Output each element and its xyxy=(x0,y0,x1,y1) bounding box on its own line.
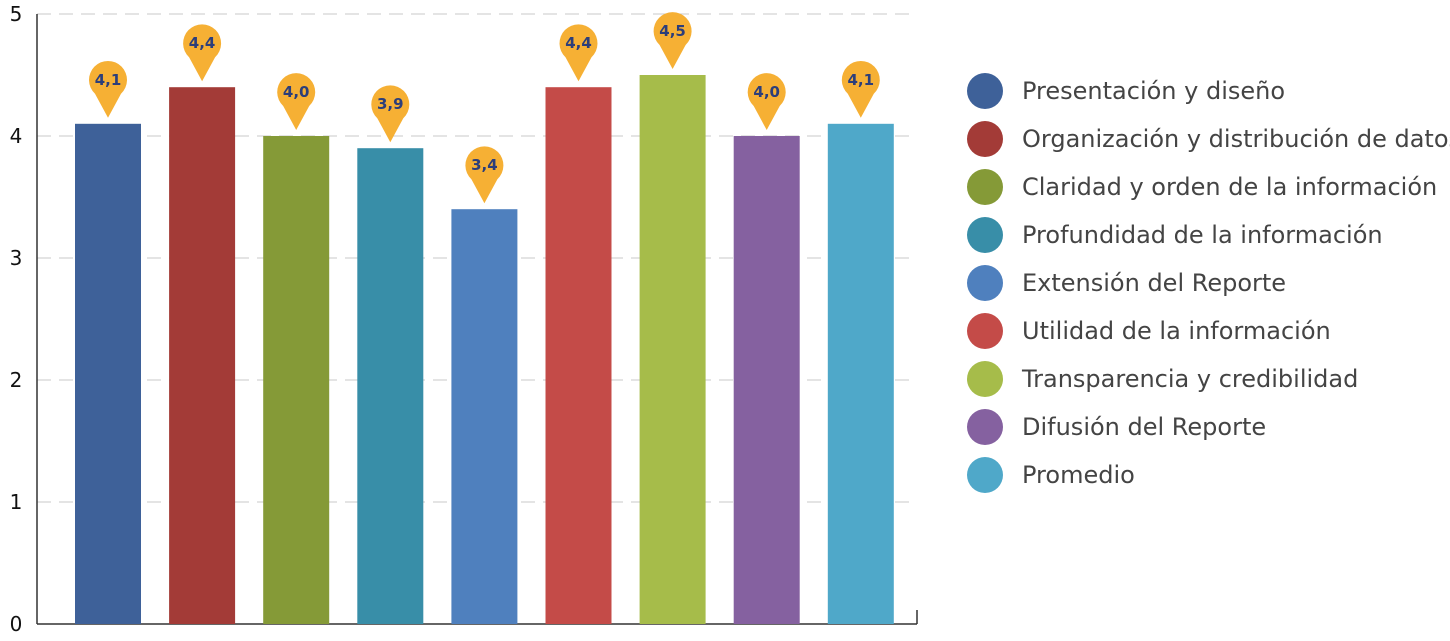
bar xyxy=(75,123,141,625)
value-pin xyxy=(277,73,316,130)
legend-label: Organización y distribución de datos xyxy=(1022,125,1450,153)
value-pin xyxy=(183,24,222,82)
value-pins: 4,1 4,4 4,0 3,9 3,4 4,4 4,5 4,0 4,1 xyxy=(89,12,880,204)
data-label: 4,1 xyxy=(95,71,122,89)
legend-swatch xyxy=(967,73,1003,109)
y-tick-label: 4 xyxy=(10,124,23,148)
legend-label: Difusión del Reporte xyxy=(1022,413,1266,441)
bar xyxy=(545,87,612,624)
bar xyxy=(169,87,236,624)
data-label: 4,0 xyxy=(283,83,310,101)
legend-swatch xyxy=(967,361,1003,397)
y-tick-label: 1 xyxy=(10,490,23,514)
legend-label: Extensión del Reporte xyxy=(1022,269,1286,297)
value-pin xyxy=(89,60,128,118)
data-label: 4,5 xyxy=(659,22,686,40)
bar xyxy=(357,148,424,624)
bar xyxy=(451,209,518,624)
value-pin xyxy=(747,73,786,130)
legend-swatch xyxy=(967,409,1003,445)
data-label: 4,0 xyxy=(753,83,780,101)
data-label: 4,4 xyxy=(565,34,592,52)
legend-label: Profundidad de la información xyxy=(1022,221,1383,249)
bars xyxy=(75,75,894,625)
data-label: 3,4 xyxy=(471,156,498,174)
y-tick-label: 5 xyxy=(10,2,23,26)
legend-swatch xyxy=(967,313,1003,349)
legend-label: Claridad y orden de la información xyxy=(1022,173,1437,201)
bar xyxy=(263,136,330,624)
value-pin xyxy=(371,85,410,143)
value-pin xyxy=(653,12,692,70)
legend-swatch xyxy=(967,457,1003,493)
bar xyxy=(827,123,894,625)
y-tick-label: 0 xyxy=(10,612,23,636)
y-tick-labels: 0 1 2 3 4 5 xyxy=(10,2,23,636)
data-label: 4,1 xyxy=(848,71,875,89)
legend-swatch xyxy=(967,265,1003,301)
legend: Presentación y diseño Organización y dist… xyxy=(967,73,1450,493)
bar xyxy=(733,136,800,624)
value-pin xyxy=(559,24,598,82)
legend-label: Presentación y diseño xyxy=(1022,77,1285,105)
legend-swatch xyxy=(967,217,1003,253)
legend-swatch xyxy=(967,169,1003,205)
value-pin xyxy=(841,60,880,118)
value-pin xyxy=(465,146,504,204)
legend-label: Utilidad de la información xyxy=(1022,317,1331,345)
data-label: 3,9 xyxy=(377,95,404,113)
y-tick-label: 3 xyxy=(10,246,23,270)
legend-label: Promedio xyxy=(1022,461,1135,489)
legend-label: Transparencia y credibilidad xyxy=(1021,365,1358,393)
y-tick-label: 2 xyxy=(10,368,23,392)
legend-swatch xyxy=(967,121,1003,157)
data-label: 4,4 xyxy=(189,34,216,52)
bar xyxy=(639,75,706,624)
